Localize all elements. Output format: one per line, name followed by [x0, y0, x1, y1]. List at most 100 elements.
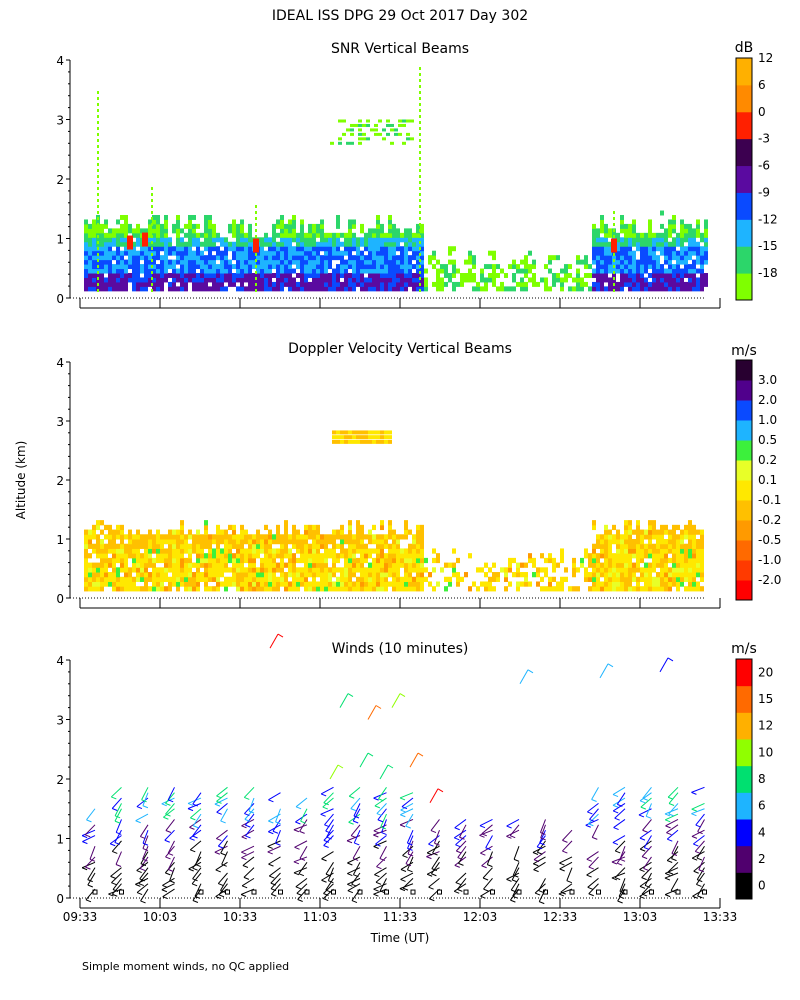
snr-cell [376, 268, 380, 274]
doppler-cell [260, 576, 264, 582]
wind-barb [402, 845, 414, 856]
doppler-cell [644, 567, 648, 573]
doppler-cell [252, 553, 256, 559]
snr-cell [592, 273, 596, 278]
wind-barb-flag [108, 893, 114, 897]
doppler-cell [628, 581, 632, 587]
doppler-cell [284, 548, 288, 554]
snr-cell [320, 246, 324, 252]
snr-cell [312, 286, 316, 292]
doppler-cell [408, 562, 412, 568]
snr-cell [600, 277, 604, 283]
doppler-cell [664, 586, 668, 592]
doppler-cell [628, 543, 632, 549]
doppler-cell [112, 543, 116, 549]
wind-barb-flag [566, 880, 573, 884]
doppler-cell [656, 553, 660, 559]
doppler-cell [384, 539, 388, 545]
snr-cell [416, 228, 420, 234]
doppler-cell [316, 557, 320, 564]
wind-barb-flag [481, 865, 487, 869]
doppler-cell [292, 572, 296, 578]
snr-cell [180, 255, 184, 261]
snr-cell [84, 264, 88, 270]
doppler-cell [672, 572, 676, 578]
snr-cell [700, 232, 704, 238]
wind-marker [463, 889, 469, 895]
snr-cell [200, 268, 204, 274]
snr-cell [284, 268, 288, 274]
snr-cell [660, 277, 664, 283]
snr-cell [604, 228, 608, 234]
doppler-cell [624, 539, 628, 545]
doppler-cell [300, 543, 304, 549]
snr-cell [204, 223, 208, 229]
doppler-cell [476, 567, 480, 573]
wind-barb-flag [169, 880, 175, 884]
doppler-cell [96, 586, 100, 592]
wind-barb-flag [455, 882, 461, 886]
wind-barb-flag [611, 861, 618, 865]
doppler-cell [272, 567, 276, 573]
snr-cell [408, 255, 412, 261]
doppler-cell [268, 539, 272, 545]
snr-cell [272, 273, 276, 278]
doppler-cell [660, 586, 664, 592]
snr-cell [136, 268, 140, 274]
doppler-cell [516, 586, 520, 592]
doppler-cell [120, 581, 124, 587]
snr-cell [280, 232, 284, 238]
wind-barb [617, 888, 626, 902]
doppler-cell [272, 562, 276, 568]
doppler-cell [228, 548, 232, 554]
doppler-cell [224, 567, 228, 573]
doppler-cell [604, 572, 608, 578]
snr-cell [292, 255, 296, 261]
snr-cell [164, 268, 168, 274]
snr-cell [128, 223, 132, 229]
snr-cell [608, 228, 612, 234]
wind-marker [675, 889, 681, 895]
doppler-cell [224, 529, 228, 535]
snr-cell [652, 268, 656, 274]
doppler-cell [680, 567, 684, 573]
snr-cell [452, 273, 456, 278]
doppler-cell [132, 543, 136, 549]
doppler-cell [504, 586, 508, 592]
wind-barb-flag [325, 830, 331, 834]
wind-barb-flag [296, 892, 303, 896]
doppler-cell [304, 557, 308, 564]
doppler-cell [204, 553, 208, 559]
snr-cell [348, 237, 352, 243]
doppler-cell [628, 524, 632, 531]
snr-cell [396, 241, 400, 247]
snr-cell [324, 273, 328, 278]
snr-cell [120, 264, 124, 270]
snr-cell [560, 286, 564, 292]
snr-cell [92, 264, 96, 270]
doppler-cell [320, 567, 324, 573]
doppler-cell [700, 572, 704, 578]
snr-cell [332, 273, 336, 278]
snr-cell [636, 281, 640, 287]
wind-barb-flag [293, 829, 300, 833]
doppler-cell [344, 557, 348, 564]
snr-cell [152, 214, 156, 220]
snr-cell [156, 246, 160, 252]
snr-cell [136, 237, 140, 243]
snr-cell [616, 246, 620, 252]
wind-barb [399, 818, 414, 826]
snr-cell [688, 241, 692, 247]
snr-cell [348, 228, 352, 234]
snr-cell [92, 228, 96, 234]
doppler-cell [284, 543, 288, 549]
doppler-cell [512, 557, 516, 564]
colorbar-swatch [736, 792, 752, 820]
snr-cell [632, 264, 636, 270]
doppler-cell [596, 543, 600, 549]
doppler-cell [100, 543, 104, 549]
doppler-cell [244, 548, 248, 554]
doppler-cell [676, 581, 680, 587]
wind-barb-flag [697, 895, 703, 899]
